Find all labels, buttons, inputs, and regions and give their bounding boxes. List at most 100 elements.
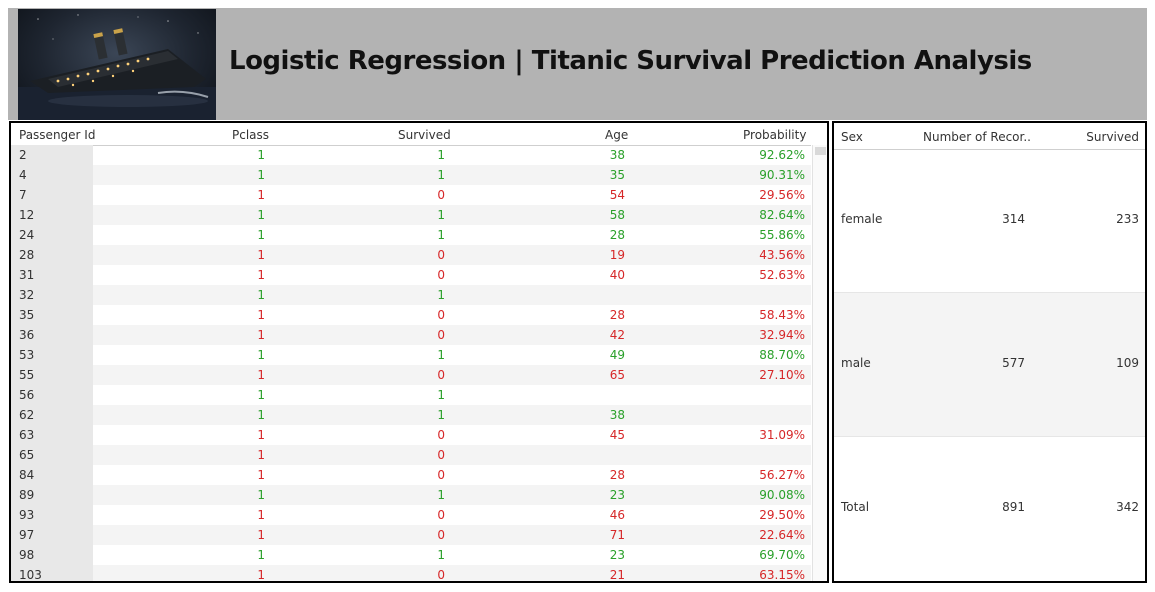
pclass-value: 1: [257, 208, 265, 222]
age-value: 19: [609, 248, 625, 262]
age-value: 21: [609, 568, 625, 582]
probability-value: 69.70%: [759, 548, 805, 562]
passenger-id: 35: [19, 308, 35, 322]
passenger-id-cell: 93: [11, 505, 93, 525]
survived-value: 1: [437, 288, 445, 302]
survived-value: 1: [437, 348, 445, 362]
survived-value: 0: [437, 328, 445, 342]
passenger-id-cell: 55: [11, 365, 93, 385]
passenger-id: 53: [19, 348, 35, 362]
table-row[interactable]: 55 1 0 65 27.10%: [11, 365, 811, 385]
pclass-value: 1: [257, 368, 265, 382]
probability-value: 22.64%: [759, 528, 805, 542]
column-header-survived[interactable]: Survived: [398, 128, 451, 142]
passenger-table-body: 2 1 1 38 92.62% 4 1 1 35 90.31% 7 1 0 54 29.56% 12 1 1 58 8…: [11, 145, 811, 582]
probability-value: 56.27%: [759, 468, 805, 482]
column-header-pclass[interactable]: Pclass: [232, 128, 270, 142]
pclass-value: 1: [257, 228, 265, 242]
table-row[interactable]: 65 1 0: [11, 445, 811, 465]
table-row[interactable]: 35 1 0 28 58.43%: [11, 305, 811, 325]
column-header-sex[interactable]: Sex: [841, 130, 863, 144]
survived-value: 0: [437, 568, 445, 582]
vertical-scrollbar[interactable]: [812, 145, 827, 581]
table-row[interactable]: 98 1 1 23 69.70%: [11, 545, 811, 565]
passenger-id-cell: 65: [11, 445, 93, 465]
pclass-value: 1: [257, 548, 265, 562]
passenger-id: 28: [19, 248, 35, 262]
survived-value: 1: [437, 548, 445, 562]
table-row[interactable]: 89 1 1 23 90.08%: [11, 485, 811, 505]
passenger-id: 89: [19, 488, 35, 502]
probability-value: 43.56%: [759, 248, 805, 262]
survived-value: 0: [437, 508, 445, 522]
survived-value: 1: [437, 208, 445, 222]
table-row[interactable]: 63 1 0 45 31.09%: [11, 425, 811, 445]
scrollbar-thumb[interactable]: [815, 147, 826, 155]
age-value: 35: [609, 168, 625, 182]
table-row[interactable]: 24 1 1 28 55.86%: [11, 225, 811, 245]
passenger-id-cell: 89: [11, 485, 93, 505]
probability-value: 92.62%: [759, 148, 805, 162]
probability-value: 90.31%: [759, 168, 805, 182]
probability-value: 29.56%: [759, 188, 805, 202]
table-row[interactable]: 84 1 0 28 56.27%: [11, 465, 811, 485]
passenger-id-cell: 36: [11, 325, 93, 345]
table-row[interactable]: 2 1 1 38 92.62%: [11, 145, 811, 165]
header-banner: Logistic Regression | Titanic Survival P…: [8, 8, 1147, 120]
column-header-probability[interactable]: Probability: [743, 128, 807, 142]
pclass-value: 1: [257, 528, 265, 542]
passenger-id: 63: [19, 428, 35, 442]
dashboard-title: Logistic Regression | Titanic Survival P…: [229, 46, 1032, 76]
pclass-value: 1: [257, 248, 265, 262]
probability-value: 27.10%: [759, 368, 805, 382]
table-row[interactable]: 12 1 1 58 82.64%: [11, 205, 811, 225]
pclass-value: 1: [257, 188, 265, 202]
summary-row-female: female 314 233: [834, 149, 1145, 293]
table-row[interactable]: 103 1 0 21 63.15%: [11, 565, 811, 582]
age-value: 54: [609, 188, 625, 202]
probability-value: 55.86%: [759, 228, 805, 242]
table-row[interactable]: 31 1 0 40 52.63%: [11, 265, 811, 285]
passenger-id: 56: [19, 388, 35, 402]
passenger-id-cell: 63: [11, 425, 93, 445]
table-row[interactable]: 7 1 0 54 29.56%: [11, 185, 811, 205]
passenger-id: 93: [19, 508, 35, 522]
table-row[interactable]: 56 1 1: [11, 385, 811, 405]
survived-value: 0: [437, 268, 445, 282]
table-row[interactable]: 97 1 0 71 22.64%: [11, 525, 811, 545]
summary-records: 577: [1002, 356, 1025, 370]
pclass-value: 1: [257, 348, 265, 362]
table-row[interactable]: 32 1 1: [11, 285, 811, 305]
survived-value: 1: [437, 488, 445, 502]
summary-row-total: Total 891 342: [834, 437, 1145, 580]
table-row[interactable]: 93 1 0 46 29.50%: [11, 505, 811, 525]
probability-value: 63.15%: [759, 568, 805, 582]
passenger-id: 36: [19, 328, 35, 342]
pclass-value: 1: [257, 448, 265, 462]
passenger-id: 7: [19, 188, 27, 202]
column-header-number-of-records[interactable]: Number of Recor..: [923, 130, 1031, 144]
passenger-id-cell: 4: [11, 165, 93, 185]
passenger-id-cell: 35: [11, 305, 93, 325]
age-value: 40: [609, 268, 625, 282]
age-value: 49: [609, 348, 625, 362]
summary-sex: Total: [841, 500, 870, 514]
age-value: 28: [609, 468, 625, 482]
pclass-value: 1: [257, 288, 265, 302]
age-value: 23: [609, 548, 625, 562]
table-row[interactable]: 62 1 1 38: [11, 405, 811, 425]
column-header-passenger-id[interactable]: Passenger Id: [19, 128, 96, 142]
summary-survived: 342: [1116, 500, 1139, 514]
column-header-age[interactable]: Age: [605, 128, 629, 142]
passenger-id: 84: [19, 468, 35, 482]
probability-value: 29.50%: [759, 508, 805, 522]
table-row[interactable]: 36 1 0 42 32.94%: [11, 325, 811, 345]
column-header-survived-count[interactable]: Survived: [1086, 130, 1139, 144]
table-row[interactable]: 53 1 1 49 88.70%: [11, 345, 811, 365]
survived-value: 0: [437, 448, 445, 462]
age-value: 46: [609, 508, 625, 522]
table-row[interactable]: 4 1 1 35 90.31%: [11, 165, 811, 185]
table-row[interactable]: 28 1 0 19 43.56%: [11, 245, 811, 265]
passenger-id-cell: 28: [11, 245, 93, 265]
pclass-value: 1: [257, 268, 265, 282]
